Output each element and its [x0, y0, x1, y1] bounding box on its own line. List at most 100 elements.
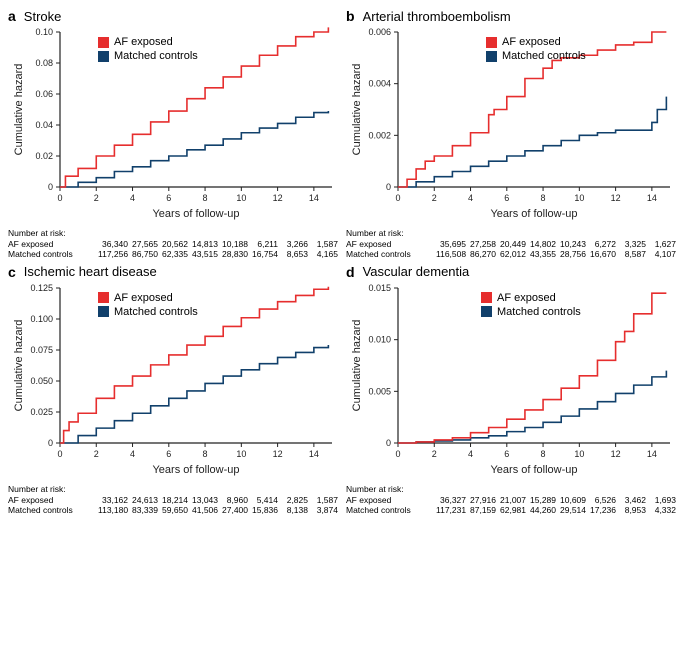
ytick-label: 0.02	[35, 151, 53, 161]
xtick-label: 6	[166, 193, 171, 203]
panel-letter: d	[346, 264, 355, 280]
panel-header: c Ischemic heart disease	[8, 264, 340, 280]
ytick-label: 0.015	[368, 283, 391, 293]
legend-label-ctrl: Matched controls	[114, 50, 198, 62]
xtick-label: 4	[468, 449, 473, 459]
legend-label-af: AF exposed	[502, 36, 561, 48]
ytick-label: 0.06	[35, 89, 53, 99]
panel-header: d Vascular dementia	[346, 264, 678, 280]
xtick-label: 14	[309, 449, 319, 459]
panel-header: a Stroke	[8, 8, 340, 24]
legend: AF exposed Matched controls	[481, 292, 581, 318]
panel-title: Ischemic heart disease	[24, 264, 157, 279]
legend-swatch-af	[98, 292, 109, 303]
xtick-label: 6	[504, 193, 509, 203]
legend-item-ctrl: Matched controls	[486, 50, 586, 62]
xtick-label: 14	[647, 449, 657, 459]
legend-item-af: AF exposed	[481, 292, 581, 304]
panel-title: Vascular dementia	[363, 264, 470, 279]
x-axis-label: Years of follow-up	[152, 464, 239, 476]
x-axis-label: Years of follow-up	[490, 464, 577, 476]
legend: AF exposed Matched controls	[98, 292, 198, 318]
number-at-risk: Number at risk: AF exposed 35,69527,2582…	[346, 228, 678, 260]
xtick-label: 8	[203, 449, 208, 459]
legend-swatch-af	[486, 37, 497, 48]
panel-b: b Arterial thromboembolism 00.0020.0040.…	[346, 8, 678, 260]
panel-a: a Stroke 00.020.040.060.080.100246810121…	[8, 8, 340, 260]
legend-item-af: AF exposed	[98, 292, 198, 304]
xtick-label: 12	[611, 193, 621, 203]
ytick-label: 0.002	[368, 130, 391, 140]
figure-grid: a Stroke 0 0.02 0.04 0.06 0.08 0.100 2 4 6 8 10 12 1…	[8, 8, 677, 516]
y-axis-label: Cumulative hazard	[13, 64, 25, 156]
risk-row-ctrl: Matched controls 113,18083,33959,65041,5…	[8, 505, 340, 516]
risk-row-af: AF exposed 35,69527,25820,44914,80210,24…	[346, 239, 678, 250]
risk-row-af: AF exposed 36,32727,91621,00715,28910,60…	[346, 495, 678, 506]
xtick-label: 12	[273, 449, 283, 459]
number-at-risk: Number at risk: AF exposed 36,34027,5652…	[8, 228, 340, 260]
legend-label-af: AF exposed	[114, 292, 173, 304]
series-ctrl	[398, 371, 666, 443]
chart-area: 00.0250.0500.0750.1000.12502468101214Cum…	[8, 282, 340, 482]
xtick-label: 10	[574, 449, 584, 459]
xtick-label: 8	[541, 449, 546, 459]
ytick-label: 0.075	[30, 345, 53, 355]
xtick-label: 6	[166, 449, 171, 459]
risk-row-af: AF exposed 36,34027,56520,56214,81310,18…	[8, 239, 340, 250]
legend-label-af: AF exposed	[114, 36, 173, 48]
ytick-label: 0	[48, 438, 53, 448]
panel-title: Stroke	[24, 9, 62, 24]
chart-area: 00.0050.0100.01502468101214Cumulative ha…	[346, 282, 678, 482]
ytick-label: 0.050	[30, 376, 53, 386]
ytick-label: 0.125	[30, 283, 53, 293]
panel-c: c Ischemic heart disease 0 0.025 0.050 0.07…	[8, 264, 340, 516]
ytick-label: 0.04	[35, 120, 53, 130]
xtick-label: 2	[432, 193, 437, 203]
legend-item-af: AF exposed	[486, 36, 586, 48]
series-ctrl	[60, 345, 328, 443]
panel-letter: a	[8, 8, 16, 24]
xtick-label: 4	[130, 449, 135, 459]
chart-area: 00.020.040.060.080.1002468101214Cumulati…	[8, 26, 340, 226]
legend-label-af: AF exposed	[497, 292, 556, 304]
xtick-label: 10	[236, 449, 246, 459]
ytick-label: 0.025	[30, 407, 53, 417]
xtick-label: 4	[468, 193, 473, 203]
ytick-label: 0	[386, 438, 391, 448]
x-axis-label: Years of follow-up	[490, 208, 577, 220]
legend-item-af: AF exposed	[98, 36, 198, 48]
ytick-label: 0.004	[368, 79, 391, 89]
xtick-label: 6	[504, 449, 509, 459]
xtick-label: 14	[309, 193, 319, 203]
legend-swatch-af	[98, 37, 109, 48]
legend: AF exposed Matched controls	[98, 36, 198, 62]
xtick-label: 8	[541, 193, 546, 203]
xtick-label: 14	[647, 193, 657, 203]
ytick-label: 0.08	[35, 58, 53, 68]
risk-header: Number at risk:	[346, 484, 404, 495]
y-axis-label: Cumulative hazard	[351, 64, 363, 156]
xtick-label: 0	[395, 449, 400, 459]
ytick-label: 0.006	[368, 27, 391, 37]
ytick-label: 0	[386, 182, 391, 192]
legend-swatch-af	[481, 292, 492, 303]
risk-header: Number at risk:	[346, 228, 404, 239]
series-ctrl	[398, 97, 666, 187]
xtick-label: 2	[432, 449, 437, 459]
legend-item-ctrl: Matched controls	[98, 50, 198, 62]
y-axis-label: Cumulative hazard	[13, 320, 25, 412]
ytick-label: 0.010	[368, 335, 391, 345]
legend-swatch-ctrl	[98, 51, 109, 62]
risk-row-ctrl: Matched controls 116,50886,27062,01243,3…	[346, 249, 678, 260]
risk-row-ctrl: Matched controls 117,23187,15962,98144,2…	[346, 505, 678, 516]
xtick-label: 10	[236, 193, 246, 203]
legend-swatch-ctrl	[481, 306, 492, 317]
risk-row-af: AF exposed 33,16224,61318,21413,0438,960…	[8, 495, 340, 506]
legend-label-ctrl: Matched controls	[114, 306, 198, 318]
ytick-label: 0.100	[30, 314, 53, 324]
number-at-risk: Number at risk: AF exposed 36,32727,9162…	[346, 484, 678, 516]
x-axis-label: Years of follow-up	[152, 208, 239, 220]
xtick-label: 0	[57, 449, 62, 459]
panel-letter: b	[346, 8, 355, 24]
xtick-label: 2	[94, 193, 99, 203]
